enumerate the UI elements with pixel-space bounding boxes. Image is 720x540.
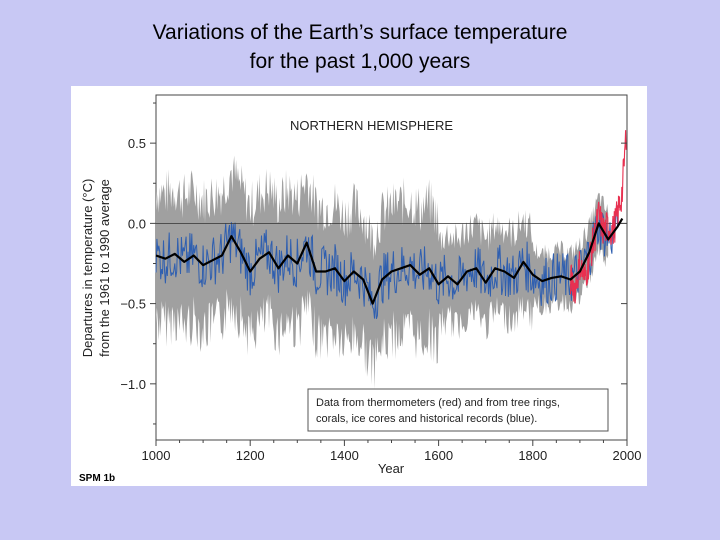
x-tick-label: 1600 <box>424 448 453 463</box>
uncertainty-band <box>156 155 609 389</box>
smoothed-series-line <box>155 218 624 305</box>
y-axis-label-line-1: Departures in temperature (°C) <box>80 179 95 358</box>
x-tick-label: 1200 <box>236 448 265 463</box>
x-axis-label: Year <box>378 461 405 476</box>
slide-title: Variations of the Earth’s surface temper… <box>0 18 720 76</box>
x-tick-label: 1000 <box>142 448 171 463</box>
x-tick-label: 1800 <box>518 448 547 463</box>
y-axis-label-line-2: from the 1961 to 1990 average <box>97 179 112 357</box>
slide-title-line-1: Variations of the Earth’s surface temper… <box>152 21 568 44</box>
chart-figure: 1000 1200 1400 1600 1800 2000 0.5 0.0 −0.5 −1.0 N… <box>71 86 647 486</box>
panel-title: NORTHERN HEMISPHERE <box>290 118 453 133</box>
x-tick-label: 1400 <box>330 448 359 463</box>
legend-text-line-2: corals, ice cores and historical records… <box>316 413 537 425</box>
legend-text-line-1: Data from thermometers (red) and from tr… <box>316 397 560 409</box>
temperature-chart: 1000 1200 1400 1600 1800 2000 0.5 0.0 −0.5 −1.0 N… <box>80 94 642 476</box>
legend-box <box>307 388 609 432</box>
figure-label: SPM 1b <box>79 473 116 484</box>
slide-title-line-2: for the past 1,000 years <box>249 50 471 73</box>
y-tick-label: 0.0 <box>128 216 146 231</box>
proxy-series-line <box>155 203 619 320</box>
y-tick-label: −1.0 <box>120 377 146 392</box>
y-tick-label: 0.5 <box>128 136 146 151</box>
y-tick-label: −0.5 <box>120 297 146 312</box>
x-tick-label: 2000 <box>613 448 642 463</box>
